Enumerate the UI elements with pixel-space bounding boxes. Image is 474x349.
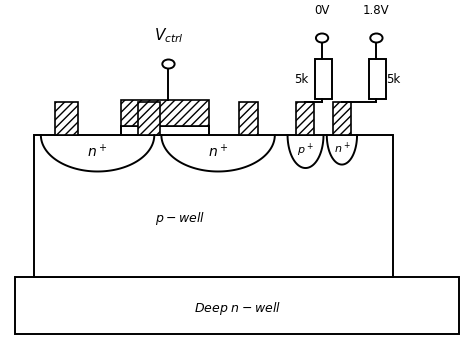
Bar bbox=[121, 101, 209, 126]
Text: $p^+$: $p^+$ bbox=[297, 141, 314, 158]
Text: $n^+$: $n^+$ bbox=[334, 141, 350, 156]
Bar bbox=[138, 102, 160, 135]
Text: $n^+$: $n^+$ bbox=[87, 143, 108, 160]
Bar bbox=[55, 102, 78, 135]
Bar bbox=[34, 135, 393, 277]
Text: 5k: 5k bbox=[294, 73, 308, 86]
Bar bbox=[15, 277, 459, 334]
Text: $p-$well: $p-$well bbox=[155, 210, 205, 227]
Text: 1.8V: 1.8V bbox=[363, 4, 390, 17]
Bar bbox=[121, 126, 209, 135]
Bar bbox=[296, 102, 314, 135]
Text: $n^+$: $n^+$ bbox=[208, 143, 228, 160]
Bar bbox=[333, 102, 351, 135]
Text: 0V: 0V bbox=[314, 4, 330, 17]
Text: $V_{ctrl}$: $V_{ctrl}$ bbox=[154, 26, 183, 45]
Bar bbox=[369, 59, 386, 99]
Bar bbox=[239, 102, 258, 135]
Text: Deep $n-$well: Deep $n-$well bbox=[193, 300, 281, 317]
Text: 5k: 5k bbox=[386, 73, 400, 86]
Bar bbox=[315, 59, 331, 99]
